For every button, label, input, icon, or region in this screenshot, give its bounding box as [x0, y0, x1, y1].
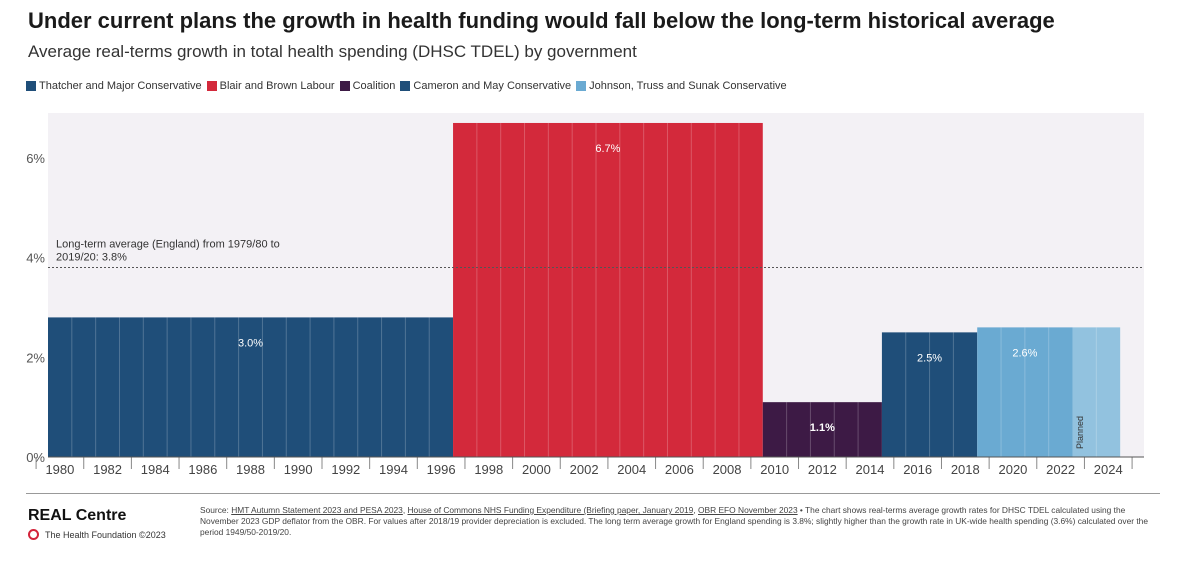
legend-label: Blair and Brown Labour — [219, 80, 335, 92]
bar-labels-group: 3.0% 6.7% 1.1% 2.5% 2.6% — [238, 143, 1038, 434]
legend: Thatcher and Major Conservative Blair an… — [26, 80, 792, 92]
bar-value-label: 3.0% — [238, 337, 263, 349]
x-tick-label: 2014 — [856, 462, 885, 477]
y-tick-label: 4% — [26, 251, 45, 266]
y-axis: 0%2%4%6% — [26, 151, 45, 465]
legend-item-thatcher-major[interactable]: Thatcher and Major Conservative — [26, 80, 202, 92]
source-separator: , — [693, 505, 698, 515]
legend-swatch — [26, 81, 36, 91]
source-link-commons[interactable]: House of Commons NHS Funding Expenditure… — [407, 505, 694, 515]
bar[interactable] — [762, 402, 882, 457]
chart-subtitle: Average real-terms growth in total healt… — [28, 42, 637, 61]
y-tick-label: 6% — [26, 151, 45, 166]
legend-label: Thatcher and Major Conservative — [39, 80, 202, 92]
bar[interactable] — [881, 332, 978, 457]
legend-item-johnson-truss-sunak[interactable]: Johnson, Truss and Sunak Conservative — [576, 80, 787, 92]
chart-title: Under current plans the growth in health… — [28, 8, 1055, 33]
x-tick-label: 1996 — [427, 462, 456, 477]
footer-divider — [26, 493, 1160, 494]
legend-item-cameron-may[interactable]: Cameron and May Conservative — [400, 80, 571, 92]
bar[interactable] — [1072, 327, 1121, 457]
bar-value-label: 6.7% — [595, 143, 620, 155]
x-tick-label: 2010 — [760, 462, 789, 477]
legend-swatch — [400, 81, 411, 91]
x-tick-label: 1988 — [236, 462, 265, 477]
source-separator: , — [402, 505, 408, 515]
source-link-obr[interactable]: OBR EFO November 2023 — [698, 505, 798, 515]
x-tick-label: 1984 — [141, 462, 170, 477]
source-link-hmt[interactable]: HMT Autumn Statement 2023 and PESA 2023 — [231, 505, 403, 515]
legend-swatch — [206, 81, 217, 91]
x-tick-label: 2008 — [713, 462, 742, 477]
source-text: • The chart shows real-terms average gro… — [200, 505, 1148, 537]
x-tick-label: 2018 — [951, 462, 980, 477]
long-term-average-label: Long-term average (England) from 1979/80… — [56, 239, 280, 251]
x-tick-label: 2006 — [665, 462, 694, 477]
legend-item-blair-brown[interactable]: Blair and Brown Labour — [206, 80, 335, 92]
x-tick-label: 1986 — [188, 462, 217, 477]
brand-name: REAL Centre — [28, 507, 127, 524]
source-prefix: Source: — [200, 505, 232, 515]
legend-label: Cameron and May Conservative — [413, 80, 572, 92]
health-foundation-logo-icon — [28, 529, 39, 540]
bar[interactable] — [453, 122, 763, 458]
x-tick-label: 2002 — [570, 462, 599, 477]
x-tick-label: 2016 — [903, 462, 932, 477]
bar[interactable] — [977, 327, 1073, 457]
legend-label: Johnson, Truss and Sunak Conservative — [589, 80, 787, 92]
bar-value-label: 2.6% — [1012, 347, 1037, 359]
bar[interactable] — [48, 317, 454, 457]
bars-group — [48, 122, 1121, 458]
x-tick-label: 2004 — [617, 462, 646, 477]
x-tick-label: 2020 — [998, 462, 1027, 477]
x-axis: 1980 1982 1984 1986 1988 1990 1992 1994 1996 1998… — [35, 457, 1133, 477]
x-tick-label: 1992 — [331, 462, 360, 477]
x-tick-label: 1980 — [45, 462, 74, 477]
x-tick-label: 1982 — [93, 462, 122, 477]
x-tick-label: 2024 — [1094, 462, 1123, 477]
legend-item-coalition[interactable]: Coalition — [339, 80, 396, 92]
organisation-credit: The Health Foundation ©2023 — [28, 529, 166, 540]
long-term-average-label: 2019/20: 3.8% — [56, 252, 127, 264]
legend-label: Coalition — [352, 80, 396, 92]
bar-value-label: 1.1% — [810, 422, 835, 434]
x-tick-label: 2012 — [808, 462, 837, 477]
x-tick-label: 2022 — [1046, 462, 1075, 477]
x-tick-label: 1998 — [474, 462, 503, 477]
planned-annotation: Planned — [1075, 416, 1085, 449]
organisation-label: The Health Foundation ©2023 — [45, 529, 166, 540]
bar-chart: 3.0% 6.7% 1.1% 2.5% 2.6% Long-term average (… — [26, 113, 1144, 477]
legend-swatch — [339, 81, 350, 91]
bar-value-label: 2.5% — [917, 352, 942, 364]
y-tick-label: 2% — [26, 350, 45, 365]
x-tick-label: 2000 — [522, 462, 551, 477]
x-tick-label: 1994 — [379, 462, 408, 477]
x-tick-label: 1990 — [284, 462, 313, 477]
source-note: Source: HMT Autumn Statement 2023 and PE… — [200, 505, 1160, 538]
legend-swatch — [576, 81, 587, 91]
